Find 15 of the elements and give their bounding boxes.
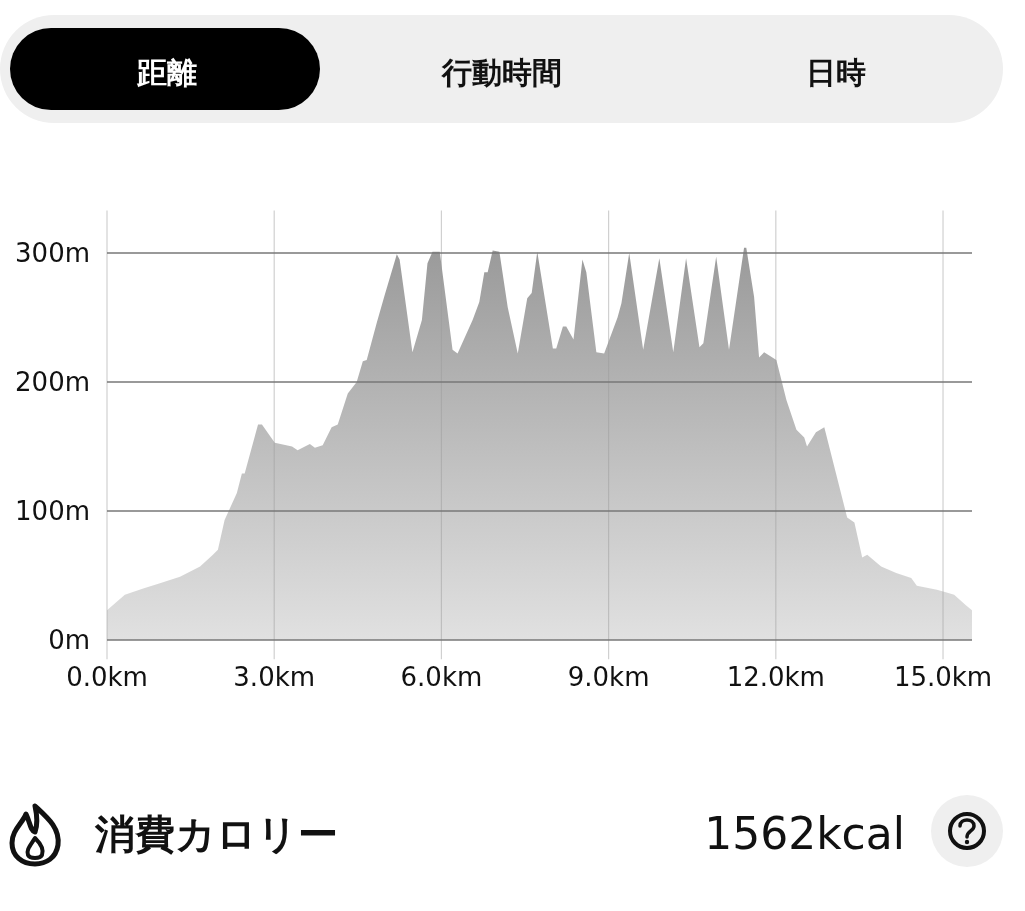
text: 距離 (136, 55, 198, 90)
x-tick-label: 3.0km (233, 662, 316, 692)
y-tick-label: 100m (15, 496, 90, 526)
x-tick-label: 0.0km (66, 662, 148, 692)
text: 消費カロリー (94, 811, 338, 857)
y-tick-label: 200m (15, 367, 90, 397)
x-tick-label: 9.0km (567, 662, 650, 692)
x-tick-label: 12.0km (726, 662, 825, 692)
y-tick-label: 0m (48, 625, 90, 655)
y-tick-label: 300m (15, 238, 90, 268)
x-tick-label: 15.0km (893, 662, 993, 692)
text: 日時 (805, 55, 866, 90)
x-tick-label: 6.0km (400, 662, 483, 692)
text: 行動時間 (440, 55, 562, 90)
text: 1562kcal (704, 808, 905, 859)
